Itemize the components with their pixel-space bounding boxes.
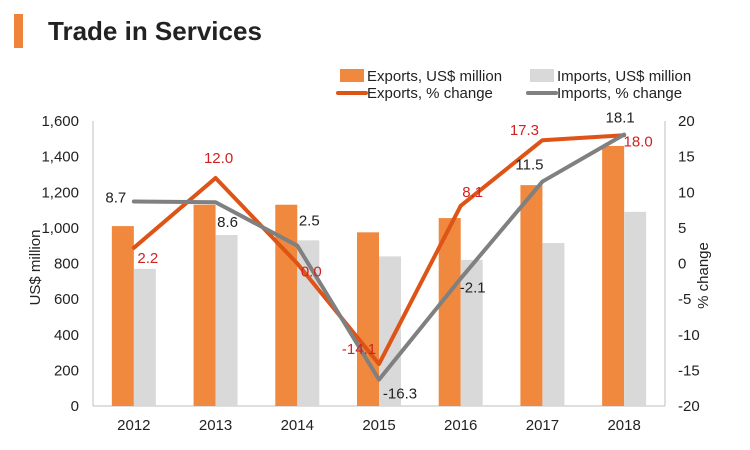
legend-imports-bar-label: Imports, US$ million <box>557 68 691 85</box>
axes-layer: 02004006008001,0001,2001,4001,600-20-15-… <box>27 113 712 434</box>
bars-layer <box>111 145 647 406</box>
x-tick-label: 2012 <box>117 417 150 434</box>
y-tick-label: 1,200 <box>41 184 79 201</box>
imports-bar <box>133 268 156 406</box>
legend: Exports, US$ million Imports, US$ million… <box>336 68 691 102</box>
x-tick-label: 2013 <box>199 417 232 434</box>
exports-change-label: 0.0 <box>301 264 322 281</box>
y2-tick-label: 15 <box>678 149 695 166</box>
title-accent-bar <box>14 14 23 48</box>
y2-axis-title: % change <box>695 242 712 309</box>
imports-change-label: 8.6 <box>217 214 238 231</box>
exports-bar <box>438 218 461 406</box>
exports-change-label: 12.0 <box>204 150 233 167</box>
lines-layer <box>131 132 627 382</box>
y2-tick-label: -20 <box>678 398 700 415</box>
imports-change-label: -2.1 <box>460 279 486 296</box>
y2-tick-label: -10 <box>678 327 700 344</box>
imports-change-label: -16.3 <box>383 386 417 403</box>
imports-change-label: 2.5 <box>299 213 320 230</box>
exports-change-label: 8.1 <box>462 184 483 201</box>
y2-tick-label: 10 <box>678 184 695 201</box>
y-tick-label: 800 <box>54 256 79 273</box>
imports-bar <box>624 211 647 406</box>
y2-tick-label: 0 <box>678 256 686 273</box>
page-title: Trade in Services <box>48 16 262 46</box>
imports-change-line <box>131 132 627 382</box>
legend-exports-bar-label: Exports, US$ million <box>367 68 502 85</box>
exports-change-label: 18.0 <box>624 133 653 150</box>
exports-bar <box>193 204 216 406</box>
imports-change-label: 18.1 <box>606 110 635 127</box>
y-tick-label: 400 <box>54 327 79 344</box>
exports-bar <box>520 185 543 406</box>
exports-bar <box>111 226 134 406</box>
exports-change-label: 2.2 <box>137 250 158 267</box>
y2-tick-label: -5 <box>678 291 691 308</box>
x-tick-label: 2016 <box>444 417 477 434</box>
exports-bar <box>357 232 379 406</box>
y2-tick-label: 5 <box>678 220 686 237</box>
exports-change-label: 17.3 <box>510 122 539 139</box>
y-tick-label: 0 <box>71 398 79 415</box>
y-axis-title: US$ million <box>27 230 44 306</box>
y2-tick-label: -15 <box>678 362 700 379</box>
legend-exports-line-label: Exports, % change <box>367 85 493 102</box>
imports-change-label: 11.5 <box>515 157 543 174</box>
x-tick-label: 2017 <box>526 417 559 434</box>
imports-bar <box>215 235 238 406</box>
y-tick-label: 1,000 <box>41 220 79 237</box>
legend-imports-bar-swatch <box>530 69 554 82</box>
x-tick-label: 2018 <box>607 417 640 434</box>
y-tick-label: 200 <box>54 362 79 379</box>
imports-change-label: 8.7 <box>105 190 126 207</box>
y-tick-label: 1,600 <box>41 113 79 130</box>
x-tick-label: 2015 <box>362 417 395 434</box>
imports-bar <box>379 256 401 406</box>
exports-bar <box>602 145 625 406</box>
y2-tick-label: 20 <box>678 113 695 130</box>
y-tick-label: 600 <box>54 291 79 308</box>
imports-bar <box>542 243 565 406</box>
exports-change-line <box>131 133 627 366</box>
x-tick-label: 2014 <box>281 417 314 434</box>
data-labels-layer: 2.2 12.0 0.0 -14.1 8.1 17.3 18.0 8.7 8.6 2.5 -16.3… <box>105 110 652 403</box>
y-tick-label: 1,400 <box>41 149 79 166</box>
legend-exports-bar-swatch <box>340 69 364 82</box>
exports-change-label: -14.1 <box>342 341 376 358</box>
legend-imports-line-label: Imports, % change <box>557 85 682 102</box>
imports-bar <box>460 259 483 406</box>
